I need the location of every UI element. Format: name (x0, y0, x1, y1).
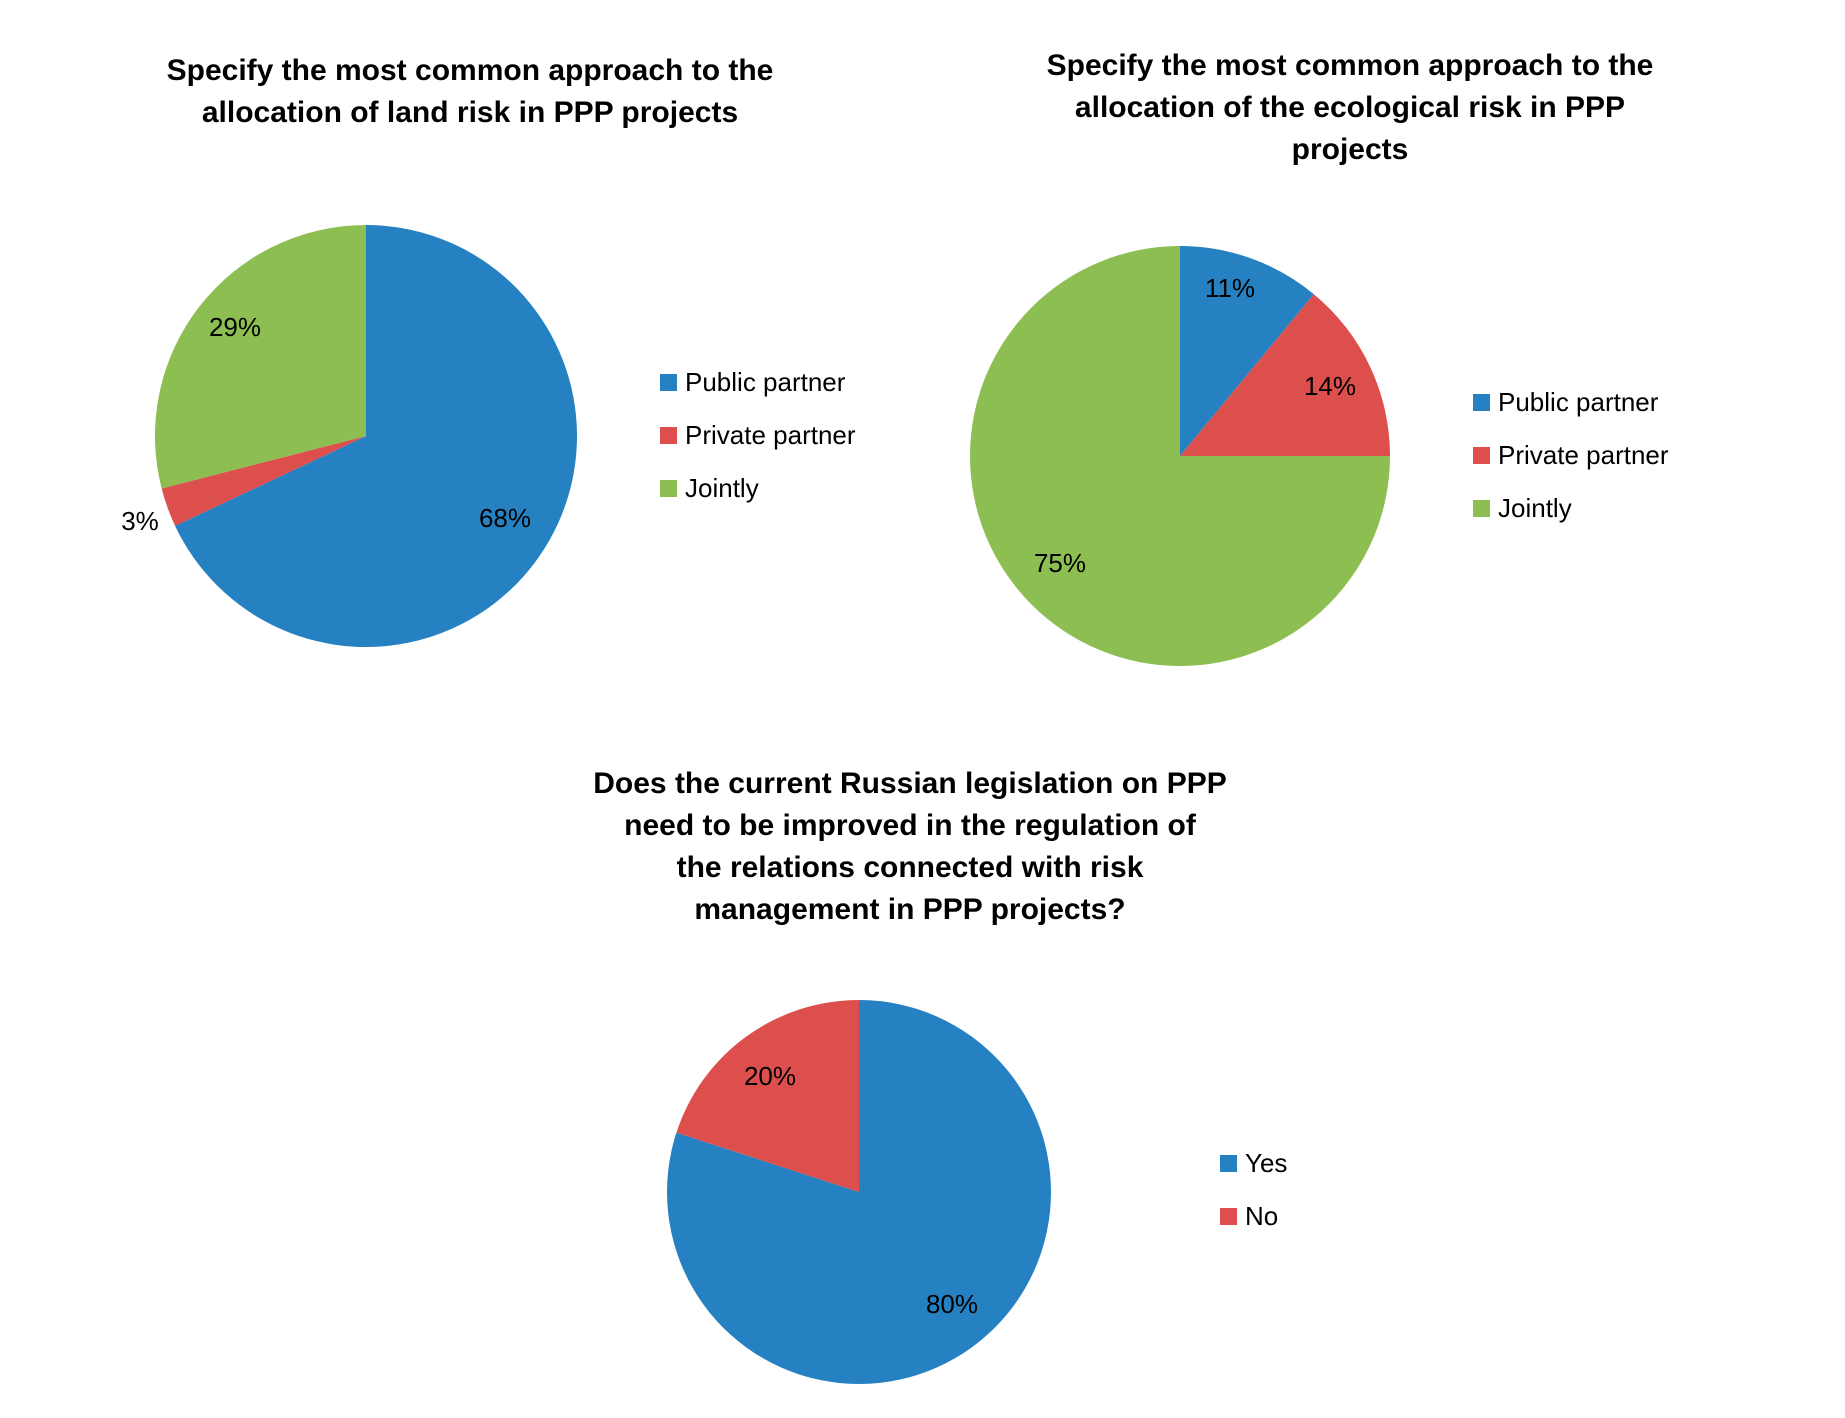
pie-slice-private-partner (1180, 294, 1390, 456)
legend-swatch (1473, 499, 1490, 517)
legend-label: Jointly (685, 473, 759, 503)
legend-swatch (1473, 393, 1490, 411)
pie-slice-public-partner (1180, 246, 1314, 456)
chart-title-line: projects (1291, 133, 1409, 166)
data-label: 20% (744, 1061, 796, 1091)
chart-title-line: need to be improved in the regulation of (624, 809, 1196, 842)
legend-label: Yes (1245, 1148, 1288, 1178)
pie-plot: 80% 20% (667, 1000, 1052, 1384)
legend-swatch (1220, 1154, 1237, 1172)
legend-swatch (1220, 1207, 1237, 1225)
chart-title-line: Specify the most common approach to the (1046, 49, 1654, 82)
legend-label: Private partner (685, 420, 856, 450)
pie-slice-yes (667, 1000, 1052, 1384)
data-label: 11% (1205, 273, 1255, 303)
data-label: 14% (1304, 371, 1356, 401)
data-label: 75% (1034, 548, 1086, 578)
legend: Public partner Private partner Jointly (660, 367, 856, 526)
data-label: 29% (209, 312, 261, 342)
pie-slice-private-partner (161, 436, 366, 526)
pie-slice-public-partner (175, 225, 578, 648)
legend: Public partner Private partner Jointly (1473, 387, 1669, 546)
legend-item: Jointly (1473, 493, 1669, 523)
legend-swatch (660, 479, 677, 497)
legend-item: Private partner (660, 420, 856, 450)
legend-label: Private partner (1498, 440, 1669, 470)
legend-item: Private partner (1473, 440, 1669, 470)
chart-title-line: allocation of land risk in PPP projects (201, 96, 739, 129)
pie-slice-jointly (154, 225, 366, 489)
legend-label: Public partner (685, 367, 846, 397)
legend: Yes No (1220, 1148, 1287, 1254)
pie-chart-ecological-risk: Specify the most common approach to the … (900, 0, 1845, 700)
data-label: 80% (926, 1289, 978, 1319)
chart-title-line: allocation of the ecological risk in PPP (1074, 91, 1626, 124)
legend-item: Yes (1220, 1148, 1287, 1178)
legend-swatch (660, 373, 677, 391)
legend-label: Jointly (1498, 493, 1572, 523)
legend-item: Public partner (1473, 387, 1669, 417)
legend-item: Jointly (660, 473, 856, 503)
data-label: 68% (479, 503, 531, 533)
pie-slice-no (676, 1000, 859, 1192)
data-label: 3% (121, 506, 159, 536)
chart-title: Specify the most common approach to the … (960, 45, 1740, 171)
pie-plot: 68% 3% 29% (121, 225, 578, 648)
chart-title: Does the current Russian legislation on … (560, 763, 1260, 931)
pie-slice-jointly (970, 246, 1390, 666)
legend-item: No (1220, 1201, 1287, 1231)
pie-plot: 11% 14% 75% (970, 246, 1390, 666)
chart-title: Specify the most common approach to the … (130, 50, 810, 134)
legend-item: Public partner (660, 367, 856, 397)
pie-chart-legislation: Does the current Russian legislation on … (0, 740, 1845, 1418)
legend-swatch (1473, 446, 1490, 464)
chart-title-line: Does the current Russian legislation on … (593, 767, 1227, 800)
chart-title-line: the relations connected with risk (676, 851, 1144, 884)
legend-label: Public partner (1498, 387, 1659, 417)
chart-title-line: management in PPP projects? (694, 893, 1126, 926)
legend-swatch (660, 426, 677, 444)
legend-label: No (1245, 1201, 1279, 1231)
pie-chart-land-risk: Specify the most common approach to the … (0, 0, 900, 700)
chart-title-line: Specify the most common approach to the (166, 54, 774, 87)
